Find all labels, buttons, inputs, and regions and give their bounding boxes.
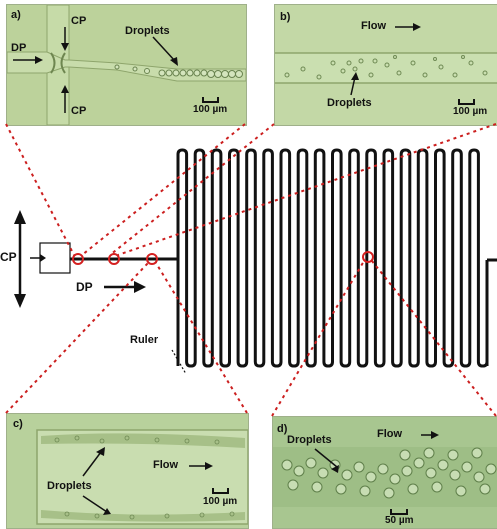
panel-d-flow-label: Flow <box>377 428 403 440</box>
panel-d-scale-label: 50 µm <box>385 515 414 526</box>
panel-b-flow-label: Flow <box>361 20 387 32</box>
marker-circle-d <box>362 251 374 263</box>
panel-c-label: c) <box>13 418 23 430</box>
dp-arrow-icon <box>134 281 146 293</box>
panel-d-droplets-cluster <box>281 447 497 499</box>
panel-a-micrograph: a) CP CP DP Droplets 100 µm <box>6 4 247 126</box>
cp-arrow-up-icon <box>14 210 26 224</box>
panel-b-micrograph: b) Flow Droplets 100 µm <box>274 4 497 126</box>
panel-b-scale-label: 100 µm <box>453 106 488 117</box>
dp-label: DP <box>76 280 93 294</box>
connector-c-right <box>155 262 248 414</box>
panel-c-droplets-label: Droplets <box>47 480 92 492</box>
panel-c-droplet-texture <box>54 435 235 520</box>
serpentine-channel <box>176 148 489 368</box>
panel-a-droplets-label: Droplets <box>125 25 170 37</box>
inlet-channel <box>70 257 180 366</box>
panel-c-flow-label: Flow <box>153 459 179 471</box>
serpentine-path <box>176 148 489 368</box>
panel-b-drawing <box>275 5 497 125</box>
marker-circle-c <box>146 253 158 265</box>
connector-a-right <box>81 123 246 256</box>
ruler-label: Ruler <box>130 334 159 346</box>
panel-a-cp-top-label: CP <box>71 15 87 27</box>
marker-circle-a <box>72 253 84 265</box>
marker-circle-b <box>108 253 120 265</box>
panel-c-scale-label: 100 µm <box>203 496 238 507</box>
panel-a-droplets-train <box>114 64 243 78</box>
panel-d-droplets-label: Droplets <box>287 434 332 446</box>
panel-a-label: a) <box>11 9 21 21</box>
panel-d-micrograph: d) Droplets Flow 50 µm <box>272 416 497 529</box>
panel-a-dp-label: DP <box>11 42 27 54</box>
panel-a-cp-bottom-label: CP <box>71 105 87 117</box>
panel-b-droplets <box>284 55 488 80</box>
panel-b-droplets-label: Droplets <box>327 97 372 109</box>
panel-d-label: d) <box>277 423 288 435</box>
connector-b-left <box>109 123 275 256</box>
connector-d-right <box>371 260 497 417</box>
panel-c-drawing <box>7 414 248 528</box>
connector-a-left <box>5 123 75 256</box>
panel-d-drawing <box>273 417 497 528</box>
panel-c-micrograph: c) Droplets Flow 100 µm <box>6 413 249 529</box>
panel-a-scale-label: 100 µm <box>193 104 228 115</box>
panel-a-drawing <box>7 5 246 125</box>
cp-label: CP <box>0 250 17 264</box>
connector-b-right <box>117 123 497 256</box>
cp-arrow-down-icon <box>14 294 26 308</box>
panel-b-label: b) <box>280 11 291 23</box>
connector-d-left <box>271 260 365 417</box>
ruler-pointer <box>171 349 187 375</box>
